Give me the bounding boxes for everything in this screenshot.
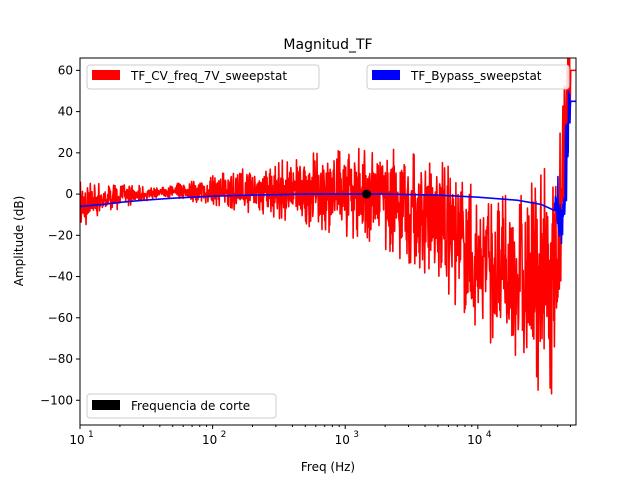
y-axis: 60 40 20 0 −20 −40 −60 −80 −100 — [40, 63, 80, 407]
legend-black: Frequencia de corte — [86, 393, 277, 419]
y-tick-label: −60 — [48, 311, 73, 325]
y-tick-label: 20 — [58, 146, 73, 160]
legend-black-label: Frequencia de corte — [131, 399, 250, 413]
y-tick-label: 60 — [58, 63, 73, 77]
legend-blue: TF_Bypass_sweepstat — [366, 64, 570, 90]
series-line-red — [80, 58, 576, 395]
legend-red-frame — [86, 64, 320, 90]
y-tick-label: −40 — [48, 270, 73, 284]
y-tick-label: 0 — [65, 187, 73, 201]
cutoff-point-marker — [362, 189, 372, 199]
series-line-blue — [80, 90, 576, 245]
legend-blue-label: TF_Bypass_sweepstat — [410, 69, 542, 83]
legend-red-label: TF_CV_freq_7V_sweepstat — [130, 69, 287, 83]
legend-red: TF_CV_freq_7V_sweepstat — [86, 64, 320, 90]
plot-frame — [79, 57, 577, 426]
x-tick-exponent: 2 — [221, 430, 227, 440]
y-tick-label: −100 — [40, 393, 73, 407]
x-tick-exponent: 3 — [353, 430, 359, 440]
legend-blue-swatch — [372, 70, 400, 80]
y-tick-label: −80 — [48, 352, 73, 366]
y-axis-label: Amplitude (dB) — [12, 196, 26, 287]
legend-red-swatch — [92, 70, 120, 80]
x-tick-exponent: 1 — [88, 430, 94, 440]
legend-blue-frame — [366, 64, 570, 90]
x-tick-exponent: 4 — [486, 430, 492, 440]
x-tick-label: 10 — [202, 433, 217, 447]
x-axis: 10 1 10 2 10 3 10 4 — [69, 425, 572, 447]
x-tick-label: 10 — [69, 433, 84, 447]
legend-black-swatch — [92, 400, 120, 410]
y-tick-label: 40 — [58, 105, 73, 119]
y-tick-label: −20 — [48, 228, 73, 242]
series-layer — [80, 58, 576, 395]
legend-black-frame — [86, 393, 277, 419]
x-tick-label: 10 — [467, 433, 482, 447]
x-tick-label: 10 — [335, 433, 350, 447]
x-axis-label: Freq (Hz) — [301, 460, 355, 474]
chart-title: Magnitud_TF — [283, 37, 372, 53]
